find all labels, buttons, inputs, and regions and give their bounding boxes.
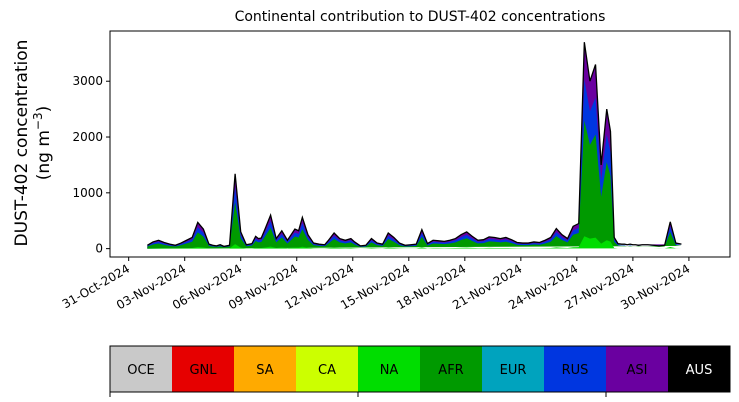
legend-label-na: NA (380, 363, 399, 378)
y-axis-label-line1: DUST-402 concentration (12, 40, 32, 247)
legend-swatch-eur (482, 346, 545, 392)
legend-label-sa: SA (256, 363, 273, 378)
area-series-na (147, 236, 682, 249)
legend-label-oce: OCE (127, 363, 155, 378)
legend-label-asi: ASI (627, 363, 648, 378)
legend-swatch-oce (110, 346, 173, 392)
legend-label-ca: CA (318, 363, 336, 378)
legend-label-aus: AUS (686, 363, 713, 378)
y-tick-label: 3000 (72, 74, 103, 88)
legend-swatch-asi (606, 346, 669, 392)
plot-frame (109, 30, 731, 258)
area-series-rus (147, 79, 682, 249)
legend-swatch-gnl (172, 346, 235, 392)
legend-swatch-afr (420, 346, 483, 392)
x-axis-ticks: 31-Oct-202403-Nov-202406-Nov-202409-Nov-… (60, 257, 692, 312)
ylabel-unit-sup: −3 (31, 112, 45, 130)
area-series-afr (147, 120, 682, 249)
legend-label-eur: EUR (500, 363, 527, 378)
area-series-total-outline (147, 42, 682, 248)
legend-swatch-sa (234, 346, 297, 392)
area-layer (147, 42, 682, 249)
legend-swatch-na (358, 346, 421, 392)
legend-label-rus: RUS (562, 363, 589, 378)
legend-swatch-rus (544, 346, 607, 392)
legend-label-afr: AFR (438, 363, 463, 378)
legend-label-gnl: GNL (189, 363, 217, 378)
area-series-asi (147, 42, 682, 249)
legend-frame (109, 345, 731, 393)
ylabel-unit-pre: (ng m (34, 130, 54, 180)
legend-swatch-aus (668, 346, 731, 392)
y-tick-label: 2000 (72, 130, 103, 144)
y-tick-label: 0 (95, 242, 103, 256)
ylabel-unit-post: ) (34, 106, 54, 113)
y-axis-label: DUST-402 concentration (ng m−3) (12, 40, 54, 247)
legend-colorbar: OCE GNL SA CA NA AFR EUR RUS ASI AUS (109, 345, 731, 397)
y-tick-label: 1000 (72, 186, 103, 200)
y-axis-ticks: 0 1000 2000 3000 (72, 74, 110, 256)
chart-title: Continental contribution to DUST-402 con… (235, 9, 606, 25)
y-axis-label-line2: (ng m−3) (31, 106, 54, 181)
legend-swatch-ca (296, 346, 359, 392)
